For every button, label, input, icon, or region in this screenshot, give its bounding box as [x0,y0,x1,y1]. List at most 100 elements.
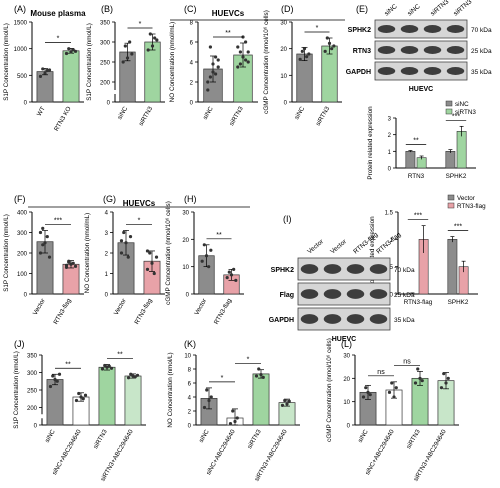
data-point [298,57,302,61]
data-point [202,405,207,410]
data-point [361,395,366,399]
blot-band [300,264,319,274]
panel-label: (J) [14,339,25,349]
data-point [204,254,209,258]
panel-label: (D) [281,4,294,14]
y-tick-label: 2 [188,410,192,416]
y-tick-label: 400 [17,211,28,217]
y-tick-label: 1500 [14,21,28,27]
data-point [229,273,234,277]
data-point [214,72,218,76]
blot-band [423,25,442,33]
y-tick-label: 0 [388,167,392,173]
x-tick-label: RTN3 KO [53,105,73,132]
blot-strip [297,307,391,331]
y-tick-label: 4 [188,396,192,402]
data-point [332,44,336,48]
panel-label: (B) [101,4,113,14]
bar [405,151,416,169]
x-tick-label: RTN3-flag [133,297,154,326]
data-point [83,393,88,397]
legend-label: Vector [457,195,475,202]
blot-band [446,67,465,75]
blot-row-label: RTN3 [353,48,371,55]
data-point [202,243,206,247]
legend-swatch [445,100,453,107]
data-point [236,65,240,69]
data-point [446,376,450,380]
data-point [200,259,204,263]
data-point [38,251,43,255]
data-point [128,40,132,44]
data-point [208,45,212,49]
y-tick-label: 1.5 [385,211,394,217]
bar [124,375,142,426]
data-point [287,399,291,403]
data-point [208,75,212,79]
y-tick-label: 250 [27,389,38,395]
data-point [234,278,238,282]
bar [98,366,116,426]
data-point [43,71,47,75]
panel-label: (K) [184,339,196,349]
blot-band [400,25,419,33]
blot-strip [374,40,468,60]
panel-title: HUEVCs [212,9,245,18]
data-point [283,398,287,403]
bar [296,53,313,103]
data-point [51,374,55,378]
y-tick-label: 100 [17,272,28,278]
panel-title: HUEVCs [123,199,156,208]
data-point [206,88,210,92]
y-tick-label: 250 [100,61,111,67]
data-point [38,74,43,78]
blot-row-label: GAPDH [269,317,294,324]
x-tick-label: siNC [357,428,370,444]
data-point [216,65,220,69]
data-point [103,363,107,368]
data-point [41,67,45,71]
data-point [442,372,446,376]
data-point [366,390,370,394]
y-tick-label: 0 [107,101,111,107]
data-point [444,381,448,385]
y-axis-label: S1P Concentration (nmol/L) [13,351,20,429]
panel-label: (I) [283,214,292,224]
x-tick-label: RTN3 [408,173,425,180]
blot-strip [374,19,468,39]
y-tick-label: 0 [188,424,192,430]
data-point [394,386,398,390]
y-tick-label: 10 [280,74,287,80]
data-point [73,264,78,268]
lane-label: siRTN3 [452,0,473,18]
data-point [238,62,242,66]
data-point [305,55,309,59]
sig-label: ** [117,351,123,358]
data-point [123,44,127,48]
y-tick-label: 0 [190,101,194,107]
data-point [67,260,71,264]
sig-label: ** [225,30,231,37]
panel-H: (H) 0 10 20 30 cGMP Concentration (nmol/10⁶ c… [165,194,244,326]
legend-swatch [447,202,455,209]
data-point [307,52,311,56]
data-point [206,80,210,84]
data-point [418,376,422,380]
lane-label: siNC [406,3,422,18]
data-point [146,48,150,52]
sig-label: *** [454,224,462,231]
data-point [41,226,45,230]
cell-type-label: HUEVC [332,336,357,343]
y-tick-label: 20 [280,47,287,53]
y-tick-label: 1 [388,150,392,156]
data-point [135,373,140,377]
sig-label: * [139,21,142,28]
panel-label: (E) [356,4,368,14]
y-tick-label: 200 [17,252,28,258]
blot-band [323,264,342,274]
y-tick-label: 8 [190,21,194,27]
y-tick-label: 4 [190,61,194,67]
sig-label: * [221,375,224,382]
